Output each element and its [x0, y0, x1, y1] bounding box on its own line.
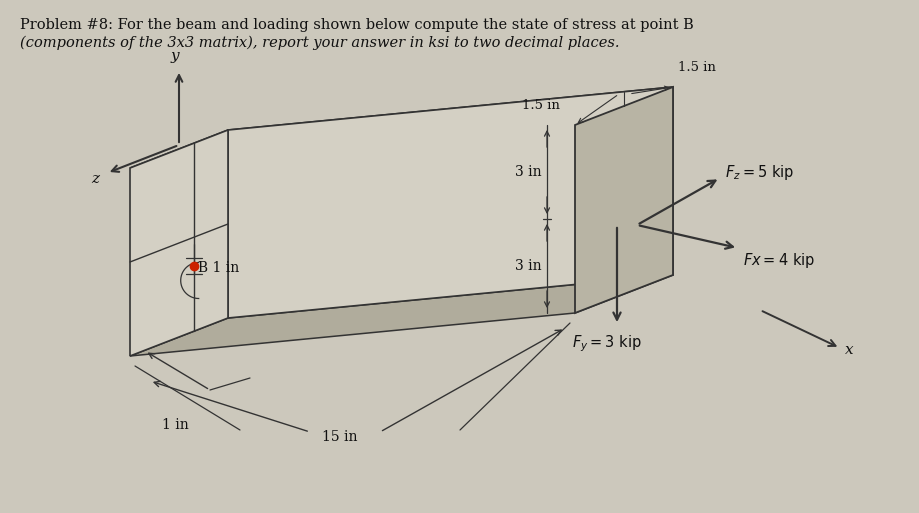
Text: $F_y = 3\ \mathrm{kip}$: $F_y = 3\ \mathrm{kip}$ — [572, 333, 641, 353]
Polygon shape — [130, 130, 228, 356]
Text: 1.5 in: 1.5 in — [522, 99, 560, 112]
Text: $F_z = 5\ \mathrm{kip}$: $F_z = 5\ \mathrm{kip}$ — [724, 164, 793, 183]
Polygon shape — [574, 87, 673, 313]
Text: B 1 in: B 1 in — [198, 261, 239, 274]
Text: 3 in: 3 in — [515, 259, 541, 273]
Text: 3 in: 3 in — [515, 165, 541, 179]
Text: x: x — [844, 343, 853, 357]
Text: y: y — [171, 49, 179, 63]
Text: z: z — [91, 172, 99, 186]
Text: (components of the 3x3 matrix), report your answer in ksi to two decimal places.: (components of the 3x3 matrix), report y… — [20, 36, 618, 50]
Text: 15 in: 15 in — [322, 430, 357, 444]
Text: Problem #8: For the beam and loading shown below compute the state of stress at : Problem #8: For the beam and loading sho… — [20, 18, 693, 32]
Polygon shape — [130, 275, 673, 356]
Polygon shape — [130, 87, 673, 168]
Polygon shape — [228, 87, 673, 318]
Text: $Fx = 4\ \mathrm{kip}$: $Fx = 4\ \mathrm{kip}$ — [743, 251, 814, 270]
Text: 1 in: 1 in — [162, 418, 188, 432]
Text: 1.5 in: 1.5 in — [677, 61, 715, 74]
